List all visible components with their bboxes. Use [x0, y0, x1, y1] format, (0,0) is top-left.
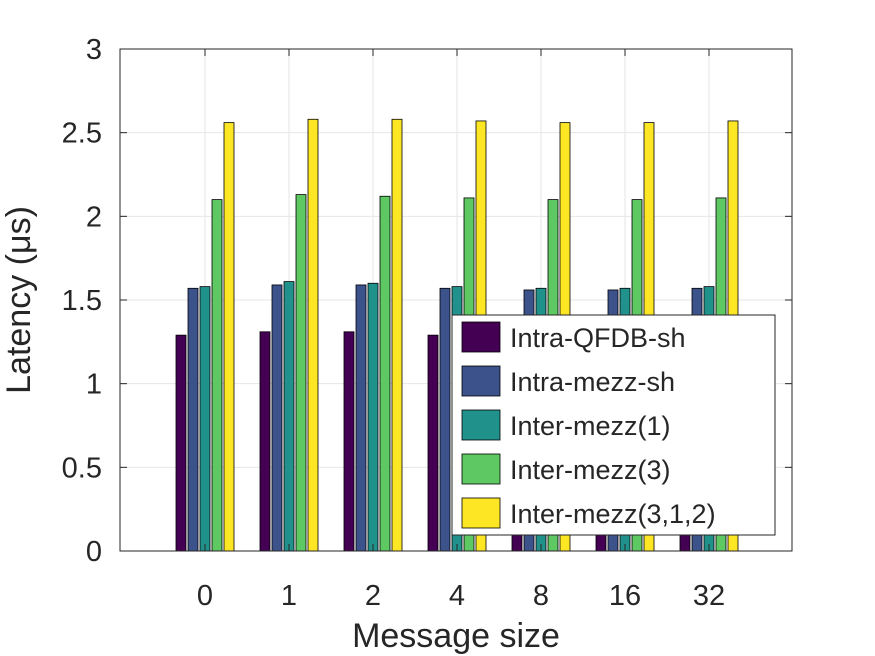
- y-axis-title: Latency (μs): [0, 206, 38, 394]
- bar-inter-mezz-3-1-2-0: [223, 122, 235, 552]
- axis-ticks: 0 0.5 1 1.5 2 2.5 3 0 1 2 4 8 16 32: [62, 34, 792, 612]
- y-tick-label: 1.5: [62, 285, 102, 317]
- y-tick-label: 2.5: [62, 118, 102, 150]
- x-tick-label: 2: [365, 580, 381, 612]
- x-tick-label: 0: [197, 580, 213, 612]
- legend-swatch: [461, 453, 501, 485]
- bar-intra-mezz-sh-0: [187, 287, 199, 552]
- legend-swatch: [461, 497, 501, 529]
- legend-swatch: [461, 365, 501, 397]
- legend-box: [451, 314, 776, 536]
- bar-inter-mezz-3-1-2-1: [307, 118, 319, 552]
- legend-label: Inter-mezz(1): [510, 411, 671, 441]
- bar-inter-mezz-3-2: [379, 195, 391, 552]
- legend-label: Inter-mezz(3): [510, 455, 671, 485]
- bar-intra-qfdb-sh-0: [175, 334, 187, 552]
- x-tick-label: 16: [609, 580, 641, 612]
- bar-inter-mezz-3-0: [211, 199, 223, 552]
- legend-swatch: [461, 409, 501, 441]
- x-tick-label: 4: [449, 580, 465, 612]
- x-tick-label: 8: [533, 580, 549, 612]
- bar-intra-qfdb-sh-2: [343, 331, 355, 552]
- bar-inter-mezz-1-1: [283, 281, 295, 552]
- bar-intra-mezz-sh-4: [439, 287, 451, 552]
- x-tick-label: 32: [693, 580, 725, 612]
- y-tick-label: 1: [86, 369, 102, 401]
- bar-inter-mezz-1-0: [199, 286, 211, 552]
- bar-inter-mezz-3-1: [295, 194, 307, 552]
- y-tick-label: 0.5: [62, 452, 102, 484]
- y-tick-label: 3: [86, 34, 102, 66]
- y-tick-label: 0: [86, 536, 102, 568]
- bar-intra-qfdb-sh-1: [259, 331, 271, 552]
- x-tick-label: 1: [281, 580, 297, 612]
- bar-intra-mezz-sh-2: [355, 284, 367, 552]
- bar-inter-mezz-1-2: [367, 282, 379, 552]
- bar-inter-mezz-3-1-2-2: [391, 118, 403, 552]
- legend-label: Intra-mezz-sh: [510, 367, 675, 397]
- legend-label: Intra-QFDB-sh: [510, 323, 686, 353]
- x-axis-title: Message size: [352, 617, 560, 655]
- legend-swatch: [461, 321, 501, 353]
- y-tick-label: 2: [86, 201, 102, 233]
- bar-intra-qfdb-sh-4: [427, 334, 439, 552]
- legend: Intra-QFDB-sh Intra-mezz-sh Inter-mezz(1) I…: [451, 314, 776, 536]
- legend-label: Inter-mezz(3,1,2): [510, 499, 716, 529]
- bar-intra-mezz-sh-1: [271, 284, 283, 552]
